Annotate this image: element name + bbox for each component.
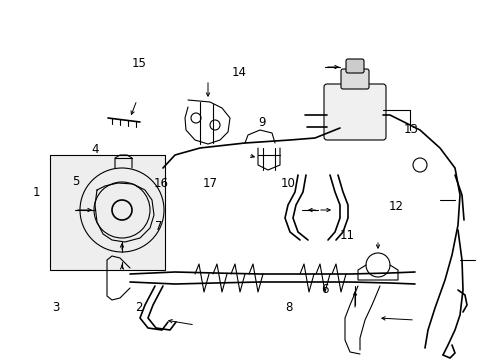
Text: 12: 12 xyxy=(388,201,403,213)
Text: 14: 14 xyxy=(232,66,246,78)
Text: 5: 5 xyxy=(72,175,80,188)
Text: 6: 6 xyxy=(321,283,328,296)
Text: 10: 10 xyxy=(281,177,295,190)
Text: 1: 1 xyxy=(33,186,41,199)
FancyBboxPatch shape xyxy=(340,69,368,89)
Text: 4: 4 xyxy=(91,143,99,156)
Text: 2: 2 xyxy=(135,301,143,314)
Text: 15: 15 xyxy=(132,57,146,69)
Text: 11: 11 xyxy=(339,229,354,242)
Text: 7: 7 xyxy=(155,220,163,233)
Text: 17: 17 xyxy=(203,177,217,190)
Text: 13: 13 xyxy=(403,123,417,136)
FancyBboxPatch shape xyxy=(324,84,385,140)
Text: 16: 16 xyxy=(154,177,168,190)
FancyBboxPatch shape xyxy=(346,59,363,73)
Text: 3: 3 xyxy=(52,301,60,314)
Bar xyxy=(50,155,164,270)
Text: 9: 9 xyxy=(257,116,265,129)
Text: 8: 8 xyxy=(284,301,292,314)
